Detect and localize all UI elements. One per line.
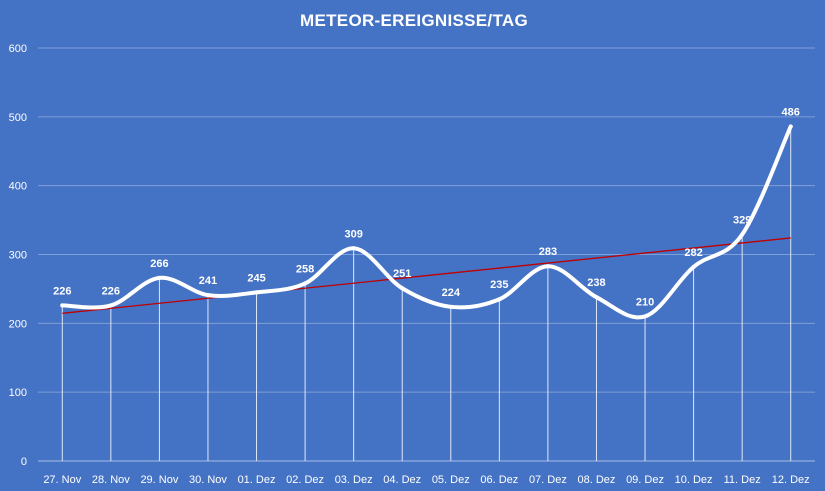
data-point (448, 304, 453, 309)
data-label: 329 (733, 215, 751, 227)
data-point (740, 232, 745, 237)
x-tick-label: 02. Dez (286, 474, 324, 486)
x-tick-label: 07. Dez (529, 474, 567, 486)
data-point (205, 293, 210, 298)
data-label: 235 (490, 279, 508, 291)
y-tick-label: 0 (21, 456, 27, 468)
y-tick-label: 200 (9, 318, 27, 330)
data-labels: 226 226 266 241 245 258 309 251 224 235 283 238 210 2… (53, 106, 800, 308)
y-tick-label: 300 (9, 250, 27, 262)
data-label: 245 (247, 272, 265, 284)
data-point (254, 290, 259, 295)
data-label: 241 (199, 275, 217, 287)
x-tick-label: 27. Nov (43, 474, 81, 486)
data-point (788, 124, 793, 129)
data-label: 282 (684, 247, 702, 259)
trendline-group (62, 237, 791, 314)
series-line (60, 124, 793, 320)
data-label: 486 (782, 106, 800, 118)
data-point (400, 286, 405, 291)
data-point (594, 295, 599, 300)
x-tick-label: 10. Dez (675, 474, 713, 486)
x-tick-label: 03. Dez (335, 474, 373, 486)
data-point (108, 303, 113, 308)
data-label: 251 (393, 268, 411, 280)
x-tick-label: 08. Dez (578, 474, 616, 486)
y-tick-label: 600 (9, 43, 27, 55)
gridlines (38, 47, 815, 462)
data-point (303, 281, 308, 286)
drop-lines (61, 126, 792, 461)
data-point (545, 264, 550, 269)
data-point (60, 303, 65, 308)
x-tick-label: 29. Nov (140, 474, 178, 486)
x-tick-label: 11. Dez (724, 474, 761, 486)
data-label: 258 (296, 263, 314, 275)
y-tick-label: 400 (9, 181, 27, 193)
data-point (691, 264, 696, 269)
data-label: 224 (442, 287, 461, 299)
data-point (497, 297, 502, 302)
x-tick-label: 28. Nov (92, 474, 130, 486)
data-point (643, 314, 648, 319)
data-label: 226 (102, 285, 120, 297)
data-label: 226 (53, 285, 71, 297)
y-axis-ticks: 0 100 200 300 400 500 600 (9, 43, 27, 468)
x-tick-label: 04. Dez (383, 474, 421, 486)
x-tick-label: 12. Dez (772, 474, 810, 486)
chart-title: METEOR-EREIGNISSE/TAG (300, 11, 528, 30)
series-line-group (60, 124, 793, 320)
trendline (62, 237, 791, 314)
x-axis-ticks: 27. Nov 28. Nov 29. Nov 30. Nov 01. Dez 02. D… (43, 474, 809, 486)
data-label: 266 (150, 258, 168, 270)
data-label: 238 (587, 277, 605, 289)
data-point (351, 246, 356, 251)
y-tick-label: 100 (9, 387, 27, 399)
data-label: 283 (539, 246, 557, 258)
data-label: 210 (636, 296, 654, 308)
x-tick-label: 01. Dez (238, 474, 276, 486)
x-tick-label: 05. Dez (432, 474, 470, 486)
y-tick-label: 500 (9, 112, 27, 124)
x-tick-label: 09. Dez (626, 474, 664, 486)
x-tick-label: 06. Dez (480, 474, 518, 486)
x-tick-label: 30. Nov (189, 474, 227, 486)
data-label: 309 (344, 228, 362, 240)
data-point (157, 275, 162, 280)
